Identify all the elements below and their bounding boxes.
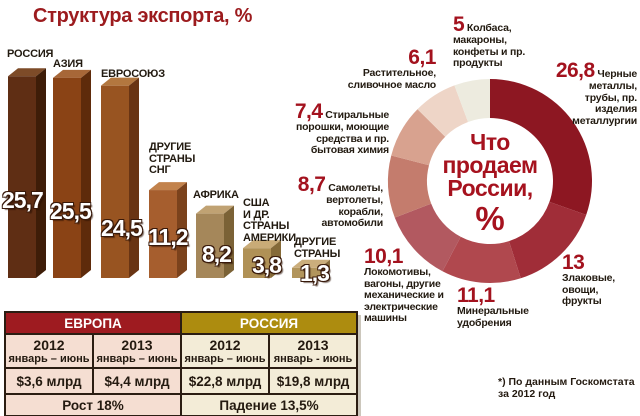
donut-callout: 13 Злаковые, овощи, фрукты <box>562 251 615 307</box>
table-header-europe: ЕВРОПА <box>3 311 183 335</box>
bar-top-face <box>196 205 234 214</box>
donut-center-percent-sign: % <box>475 200 505 237</box>
table-period-cell: 2013 январь - июнь <box>268 333 359 369</box>
donut-segment <box>417 85 469 137</box>
bar-front-face <box>53 77 81 278</box>
europe-russia-comparison-table: ЕВРОПА РОССИЯ 2012 январь – июнь 2013 январь … <box>3 311 359 416</box>
table-summary-cell: Падение 13,5% <box>180 393 359 416</box>
table-period: январь – июнь <box>8 352 90 365</box>
bar-value-label: 25,7 <box>2 187 44 213</box>
donut-callout: 11,1 Минеральные удобрения <box>457 284 529 329</box>
table-value-cell: $22,8 млрд <box>180 367 271 395</box>
bar-category-label: ДРУГИЕ СТРАНЫ СНГ <box>149 141 196 176</box>
donut-value-label: 6,1 <box>408 46 436 69</box>
table-year: 2013 <box>121 336 153 353</box>
donut-value-label: 10,1 <box>364 245 403 268</box>
donut-value-label: 26,8 <box>555 59 595 82</box>
table-header-russia: РОССИЯ <box>180 311 359 335</box>
donut-segment <box>391 109 446 166</box>
table-period-cell: 2013 январь – июнь <box>91 333 183 369</box>
donut-callout: 26,8 Черные металлы, трубы, пр. изделия … <box>555 59 637 127</box>
bar-side-face <box>129 77 139 278</box>
bar-category-label: АЗИЯ <box>53 58 83 70</box>
bar-top-face <box>8 68 46 77</box>
bar-front-face <box>101 85 129 278</box>
table-value-cell: $4,4 млрд <box>91 367 183 395</box>
table-period: январь - июнь <box>273 352 353 365</box>
bar-front-face <box>8 76 36 278</box>
bar-value-label: 3,8 <box>252 252 282 278</box>
table-value-cell: $19,8 млрд <box>268 367 359 395</box>
table-year: 2012 <box>209 336 241 353</box>
donut-callout: 5 Колбаса, макароны, конфеты и пр. проду… <box>453 13 526 69</box>
bar-value-label: 24,5 <box>101 215 143 241</box>
bar-value-label: 11,2 <box>148 224 188 250</box>
donut-callout: 10,1 Локомотивы, вагоны, другие механиче… <box>364 245 444 324</box>
bar-value-label: 25,5 <box>50 198 92 224</box>
donut-segment <box>454 79 490 122</box>
bar-category-label: ДРУГИЕ СТРАНЫ <box>294 236 341 260</box>
table-year: 2013 <box>297 336 329 353</box>
table-period: январь – июнь <box>96 352 178 365</box>
donut-segment <box>442 236 521 283</box>
table-period-cell: 2012 январь – июнь <box>180 333 271 369</box>
table-period: январь – июнь <box>184 352 266 365</box>
bar-side-face <box>36 68 46 278</box>
bar-chart-title: Структура экспорта, % <box>33 5 253 27</box>
table-summary-cell: Рост 18% <box>3 393 183 416</box>
donut-value-label: 7,4 <box>294 100 323 123</box>
bar-side-face <box>81 69 91 278</box>
bar-value-label: 1,3 <box>300 260 330 286</box>
bar-category-label: РОССИЯ <box>7 48 54 60</box>
donut-value-label: 11,1 <box>457 284 495 307</box>
bar-category-label: АФРИКА <box>193 189 239 201</box>
table-value-cell: $3,6 млрд <box>4 367 94 395</box>
donut-callout: 6,1 Растительное, сливочное масло <box>347 46 437 91</box>
table-year: 2012 <box>33 336 65 353</box>
donut-value-label: 5 <box>453 13 465 36</box>
donut-callout: 7,4 Стиральные порошки, моющие средства … <box>294 100 389 156</box>
bar-category-label: США И ДР. СТРАНЫ АМЕРИКИ <box>243 197 296 244</box>
donut-callout: 8,7 Самолеты, вертолеты, корабли, автомо… <box>297 173 383 229</box>
bar-value-label: 8,2 <box>202 241 232 267</box>
bar-category-label: ЕВРОСОЮЗ <box>101 68 165 80</box>
donut-value-label: 13 <box>562 251 585 274</box>
table-period-cell: 2012 январь – июнь <box>4 333 94 369</box>
donut-center-text: Что продаем России, <box>442 129 538 201</box>
bar-top-face <box>53 69 91 78</box>
source-footnote: *) По данным Госкомстата за 2012 год <box>498 376 635 400</box>
bar-top-face <box>149 182 187 191</box>
donut-center-title: Что продаем России, % <box>442 129 538 237</box>
donut-value-label: 8,7 <box>297 173 326 196</box>
donut-segment <box>388 155 432 218</box>
